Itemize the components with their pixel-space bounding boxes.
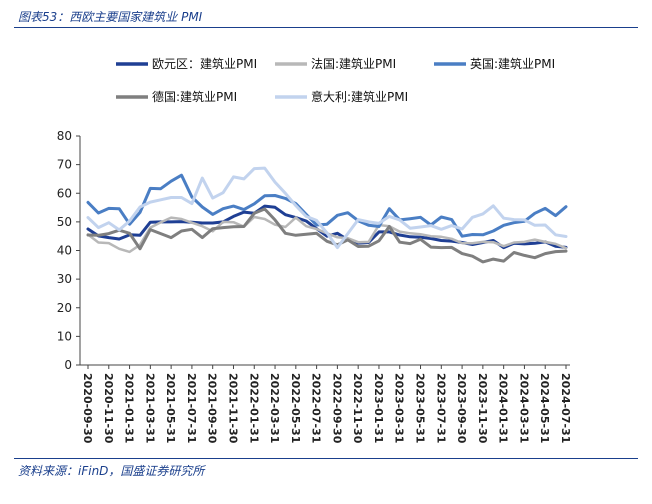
y-tick-label: 30	[57, 272, 72, 286]
x-tick-label: 2024-07-31	[559, 373, 572, 443]
x-tick-label: 2022-03-31	[268, 373, 281, 443]
legend-label-1: 欧元区：建筑业PMI	[152, 56, 257, 71]
legend-label-2: 法国:建筑业PMI	[311, 56, 396, 71]
x-tick-label: 2023-01-31	[372, 373, 385, 443]
x-tick-label: 2023-11-30	[476, 373, 489, 444]
chart-legend: 欧元区：建筑业PMI 法国:建筑业PMI 英国:建筑业PMI 德国:建筑业PMI 意大利…	[116, 56, 555, 104]
x-tick-label: 2021-07-31	[185, 373, 198, 443]
y-tick-label: 50	[57, 215, 72, 229]
x-tick-label: 2021-05-31	[164, 373, 177, 443]
figure-title: 图表53：西欧主要国家建筑业 PMI	[18, 10, 203, 24]
x-tick-label: 2020-09-30	[81, 373, 94, 444]
source-note: 资料来源：iFinD，国盛证券研究所	[18, 464, 205, 478]
y-tick-label: 10	[57, 329, 72, 343]
x-tick-label: 2022-07-31	[310, 373, 323, 443]
x-tick-label: 2024-01-31	[497, 373, 510, 443]
y-tick-label: 40	[57, 244, 72, 258]
x-tick-label: 2024-05-31	[538, 373, 551, 443]
x-tick-label: 2021-01-31	[123, 373, 136, 443]
y-tick-label: 60	[57, 186, 72, 200]
x-tick-label: 2022-11-30	[351, 373, 364, 444]
plot-area: 0 10 20 30 40 50 60 70 80 2020-09-30 2020-11-30 202…	[57, 129, 572, 444]
y-tick-label: 70	[57, 158, 72, 172]
y-tick-label: 20	[57, 301, 72, 315]
x-tick-label: 2022-01-31	[247, 373, 260, 443]
y-tick-label: 0	[64, 358, 72, 372]
series-line-3	[86, 173, 568, 238]
x-tick-label: 2022-09-30	[330, 373, 343, 444]
x-tick-label: 2023-03-31	[393, 373, 406, 443]
x-tick-label: 2024-03-31	[517, 373, 530, 443]
x-tick-label: 2023-07-31	[434, 373, 447, 443]
x-tick-label: 2020-11-30	[102, 373, 115, 444]
x-tick-label: 2021-11-30	[226, 373, 239, 444]
x-tick-label: 2023-09-30	[455, 373, 468, 444]
y-tick-label: 80	[57, 129, 72, 143]
x-tick-label: 2022-05-31	[289, 373, 302, 443]
x-tick-label: 2021-09-30	[206, 373, 219, 444]
legend-label-4: 德国:建筑业PMI	[152, 89, 237, 104]
x-tick-label: 2023-05-31	[414, 373, 427, 443]
legend-label-5: 意大利:建筑业PMI	[311, 89, 408, 104]
title-rule	[14, 27, 638, 28]
legend-label-3: 英国:建筑业PMI	[470, 56, 555, 71]
source-rule	[14, 458, 638, 459]
series-line-4	[86, 207, 568, 264]
x-tick-label: 2021-03-31	[143, 373, 156, 443]
series-line-5	[86, 166, 568, 250]
